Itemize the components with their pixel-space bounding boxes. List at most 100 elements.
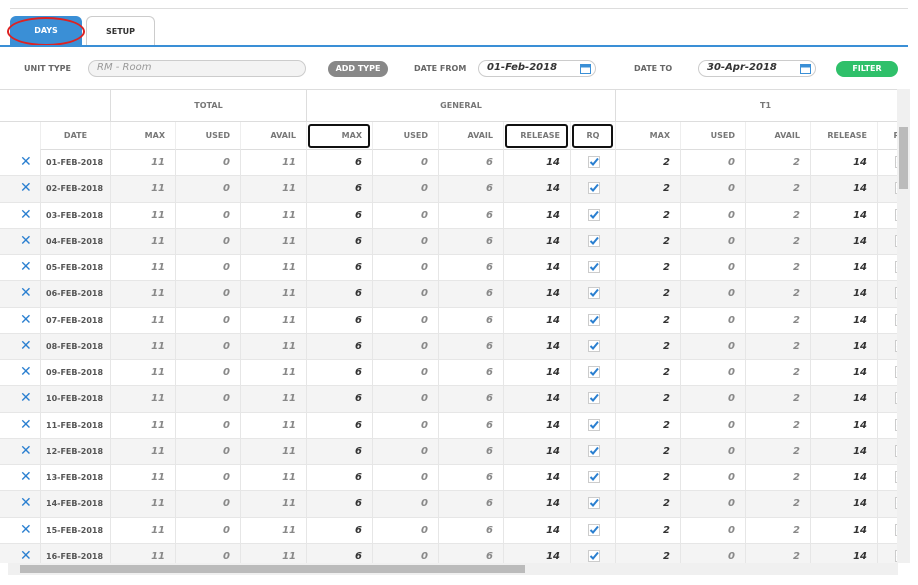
header-highlight [308, 124, 370, 148]
delete-icon[interactable]: ✕ [20, 260, 32, 274]
delete-icon[interactable]: ✕ [20, 418, 32, 432]
checkbox[interactable] [877, 386, 897, 412]
unit-type-label: UNIT TYPE [24, 64, 71, 73]
h-scrollbar[interactable] [8, 563, 898, 575]
checkbox[interactable] [570, 544, 615, 563]
checkbox[interactable] [877, 255, 897, 281]
delete-icon[interactable]: ✕ [20, 155, 32, 169]
value-cell: 0 [680, 203, 745, 229]
value-cell: 0 [680, 281, 745, 307]
unit-type-input[interactable]: RM - Room [88, 60, 306, 77]
value-cell: 2 [615, 255, 680, 281]
checkbox[interactable] [570, 203, 615, 229]
delete-icon[interactable]: ✕ [20, 470, 32, 484]
delete-icon[interactable]: ✕ [20, 313, 32, 327]
value-cell: 6 [438, 334, 503, 360]
value-cell: 14 [810, 150, 877, 176]
checkbox[interactable] [877, 308, 897, 334]
checkbox[interactable] [570, 518, 615, 544]
top-line [10, 8, 908, 9]
delete-icon[interactable]: ✕ [20, 365, 32, 379]
value-cell: 0 [372, 386, 438, 412]
delete-icon[interactable]: ✕ [20, 208, 32, 222]
date-from-input[interactable]: 01-Feb-2018 [478, 60, 596, 77]
checkbox[interactable] [570, 334, 615, 360]
column-header: RQ [877, 122, 897, 150]
checkbox[interactable] [877, 150, 897, 176]
checkbox[interactable] [877, 360, 897, 386]
checkbox[interactable] [877, 439, 897, 465]
delete-icon[interactable]: ✕ [20, 496, 32, 510]
checkbox[interactable] [877, 334, 897, 360]
column-header: AVAIL [240, 122, 306, 150]
value-cell: 0 [175, 360, 240, 386]
add-type-button[interactable]: ADD TYPE [328, 61, 388, 77]
checkbox[interactable] [877, 281, 897, 307]
value-cell: 2 [745, 544, 810, 563]
value-cell: 14 [503, 229, 570, 255]
delete-icon[interactable]: ✕ [20, 523, 32, 537]
value-cell: 0 [175, 465, 240, 491]
checkbox[interactable] [877, 544, 897, 563]
calendar-icon[interactable] [580, 63, 591, 74]
value-cell: 14 [503, 176, 570, 202]
highlight-ellipse [7, 17, 85, 46]
checkbox[interactable] [570, 229, 615, 255]
value-cell: 0 [372, 413, 438, 439]
value-cell: 11 [240, 491, 306, 517]
v-scrollbar[interactable] [897, 89, 910, 563]
date-to-input[interactable]: 30-Apr-2018 [698, 60, 816, 77]
delete-icon[interactable]: ✕ [20, 391, 32, 405]
delete-icon[interactable]: ✕ [20, 444, 32, 458]
checkbox[interactable] [570, 281, 615, 307]
value-cell: 0 [680, 491, 745, 517]
value-cell: 11 [110, 176, 175, 202]
checkbox[interactable] [570, 413, 615, 439]
checkbox[interactable] [570, 360, 615, 386]
checkbox[interactable] [570, 439, 615, 465]
checkbox[interactable] [570, 308, 615, 334]
tab-setup[interactable]: SETUP [86, 16, 155, 45]
value-cell: 0 [175, 491, 240, 517]
checkbox[interactable] [877, 413, 897, 439]
checkbox[interactable] [570, 386, 615, 412]
value-cell: 6 [306, 413, 372, 439]
checkbox[interactable] [570, 465, 615, 491]
value-cell: 0 [372, 229, 438, 255]
delete-icon[interactable]: ✕ [20, 339, 32, 353]
value-cell: 6 [306, 491, 372, 517]
value-cell: 2 [745, 386, 810, 412]
filter-button[interactable]: FILTER [836, 61, 898, 77]
value-cell: 2 [745, 439, 810, 465]
value-cell: 11 [110, 544, 175, 563]
value-cell: 2 [615, 203, 680, 229]
checkbox[interactable] [877, 465, 897, 491]
checkbox[interactable] [570, 491, 615, 517]
checkbox[interactable] [570, 150, 615, 176]
calendar-icon[interactable] [800, 63, 811, 74]
checkbox[interactable] [877, 176, 897, 202]
delete-icon[interactable]: ✕ [20, 286, 32, 300]
value-cell: 2 [745, 176, 810, 202]
checkbox[interactable] [877, 229, 897, 255]
checkbox[interactable] [877, 203, 897, 229]
value-cell: 0 [175, 386, 240, 412]
checkbox[interactable] [570, 255, 615, 281]
checkbox[interactable] [877, 518, 897, 544]
checkbox[interactable] [877, 491, 897, 517]
value-cell: 0 [372, 281, 438, 307]
column-header: MAX [615, 122, 680, 150]
value-cell: 0 [680, 334, 745, 360]
delete-icon[interactable]: ✕ [20, 181, 32, 195]
value-cell: 14 [503, 150, 570, 176]
value-cell: 0 [680, 386, 745, 412]
delete-icon[interactable]: ✕ [20, 549, 32, 563]
value-cell: 0 [175, 439, 240, 465]
checkbox[interactable] [570, 176, 615, 202]
column-header: MAX [110, 122, 175, 150]
value-cell: 0 [680, 308, 745, 334]
value-cell: 2 [615, 334, 680, 360]
value-cell: 2 [615, 413, 680, 439]
delete-icon[interactable]: ✕ [20, 234, 32, 248]
date-cell: 15-FEB-2018 [40, 518, 110, 544]
